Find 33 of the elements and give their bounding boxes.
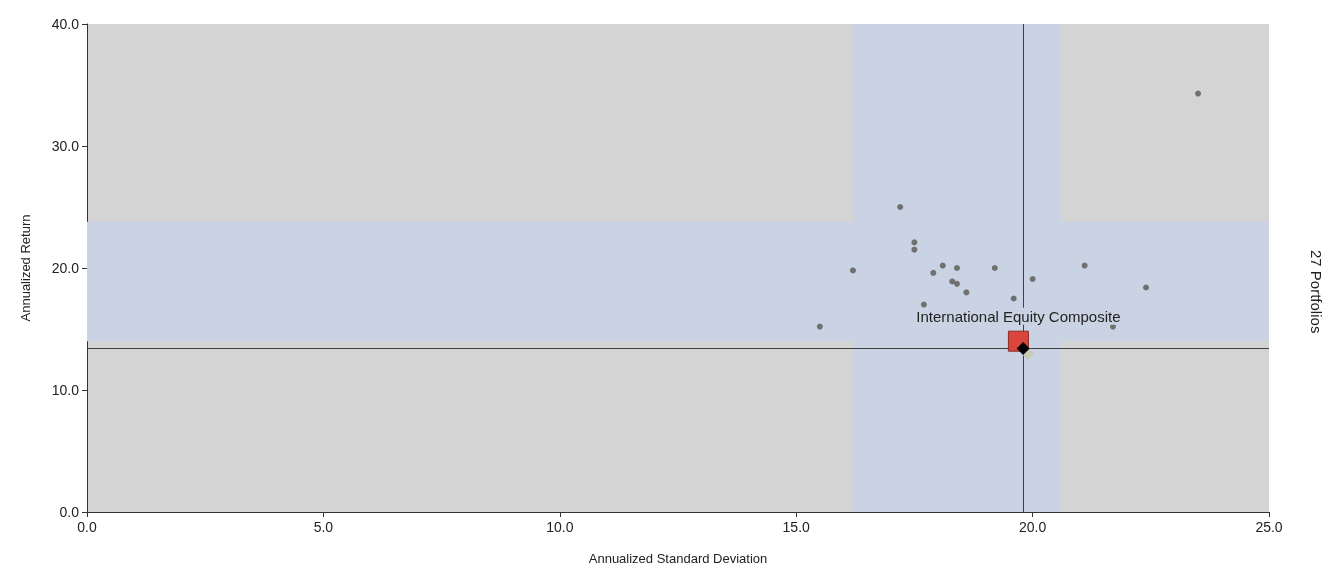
- point: [1029, 275, 1036, 282]
- point: [897, 204, 904, 210]
- x-axis-title: Annualized Standard Deviation: [588, 551, 768, 566]
- point: [816, 323, 823, 330]
- point: [953, 280, 960, 287]
- point: [1195, 90, 1202, 97]
- x-tick-label: 25.0: [1255, 519, 1283, 535]
- x-tick-label: 0.0: [77, 519, 97, 535]
- point: [920, 301, 927, 308]
- y-tick-label: 30.0: [51, 138, 80, 154]
- y-tick-label: 40.0: [51, 16, 80, 32]
- y-tick-label: 0.0: [59, 504, 80, 520]
- point: [991, 265, 998, 271]
- series-label: International Equity Composite: [916, 307, 1121, 325]
- text: 27 Portfolios: [1308, 250, 1325, 334]
- x-tick-label: 20.0: [1018, 519, 1047, 535]
- x-tick-label: 10.0: [546, 519, 574, 535]
- point: [1016, 342, 1030, 356]
- point: [939, 262, 946, 269]
- y-tick-label: 10.0: [51, 382, 80, 398]
- point: [911, 246, 918, 253]
- point: [1143, 284, 1150, 291]
- point: [849, 267, 856, 274]
- point: [949, 278, 956, 285]
- point: [930, 269, 937, 276]
- point: [1081, 262, 1088, 269]
- x-tick-label: 15.0: [782, 519, 811, 535]
- y-tick-label: 20.0: [51, 260, 80, 276]
- point: [963, 289, 970, 296]
- point: [911, 239, 918, 246]
- y-axis-title: Annualized Return: [18, 214, 33, 322]
- point: [953, 265, 960, 271]
- x-tick-label: 5.0: [313, 519, 334, 535]
